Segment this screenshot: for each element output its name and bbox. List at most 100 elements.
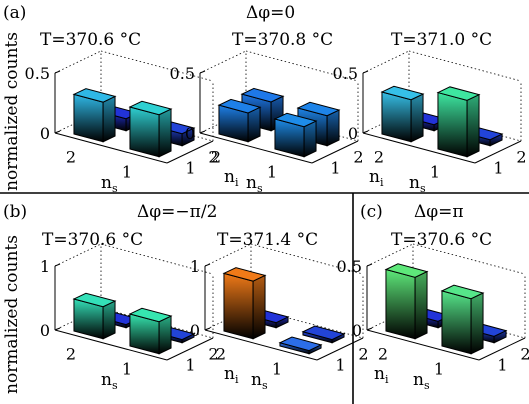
grid-line [100,243,214,275]
bar-top-face [217,98,262,114]
bar-front-face [385,268,416,340]
ylabel: ni [369,167,384,189]
x-tick-label: 1 [434,360,444,379]
z-tick [204,263,211,267]
subplot-title: T=370.8 °C [232,30,333,50]
z-tick-label: 0 [40,124,50,143]
bar-side-face [102,95,116,143]
bar-top-face [384,263,429,278]
panel-b-heading: Δφ=−π/2 [137,202,217,222]
bar [301,325,346,344]
bar [128,307,173,355]
bar-top-face [128,100,173,116]
xlabel-sub: s [112,379,118,392]
bar-front-face [223,272,254,340]
grid-line [54,243,102,267]
subplot-title: T=370.6 °C [42,230,143,250]
z-tick-label: 1 [190,257,200,276]
z-tick-label: 0 [190,321,200,340]
bar-top-face [273,112,318,128]
grid-line [100,50,214,82]
subplot-title: T=370.6 °C [40,30,141,50]
y-tick-label: 1 [335,356,345,375]
bar-top-face [278,336,323,352]
ylabel-top: normalized counts [2,32,22,191]
axis-ni [166,337,214,361]
z-tick [54,130,61,134]
panel-a-heading: Δφ=0 [246,3,295,23]
axis-ns [54,329,168,361]
bar-front-face [441,290,472,355]
axis-ni [316,337,364,361]
z-tick [199,70,206,74]
grid-line [366,243,414,267]
y-tick-label: 1 [497,356,507,375]
axis-ns [199,132,313,164]
z-tick [362,130,369,134]
axis-ns [366,329,480,361]
bar [273,112,318,158]
xlabel-sub: s [257,182,263,195]
xlabel: ns [246,173,263,195]
bar-side-face [414,270,428,340]
z-tick-label: 0 [40,321,50,340]
xlabel: ns [409,173,426,195]
bar [128,100,173,158]
z-tick-label: 0.5 [333,64,358,83]
ylabel-sub: i [385,373,389,386]
x-tick-label: 1 [272,360,282,379]
x-tick-label: 2 [66,345,76,364]
bar-top-face [240,87,285,103]
x-tick-label: 2 [66,148,76,167]
bar-top-face [72,88,117,103]
x-tick-label: 2 [378,345,388,364]
bar-top-face [301,325,346,341]
z-tick-label: 0 [185,124,195,143]
grid-line [199,50,247,74]
z-tick [366,327,373,331]
xlabel: ns [413,370,430,392]
grid-line [100,307,214,339]
x-tick-label: 1 [430,163,440,182]
bar [217,98,262,143]
xlabel: ns [101,173,118,195]
y-tick-label: 2 [208,148,218,167]
y-tick-label: 1 [330,159,340,178]
bar-side-face [158,315,172,355]
axis-ni [311,140,359,164]
grid-line [204,243,252,267]
y-tick-label: 1 [493,159,503,178]
subplot-title: T=371.4 °C [217,230,318,250]
xlabel-sub: s [420,182,426,195]
ylabel-sub: i [235,176,239,189]
bar-side-face [466,93,480,158]
bar-side-face [102,300,116,340]
panel-b-letter: (b) [3,202,27,222]
bar-top-face [440,284,485,300]
bar-front-face [381,91,412,143]
z-tick [54,70,61,74]
panel-c-letter: (c) [360,202,383,222]
grid-line [412,243,526,275]
subplot-title: T=370.6 °C [391,230,492,250]
x-tick-label: 2 [374,148,384,167]
z-tick-label: 1 [40,257,50,276]
panel-c-heading: Δφ=π [414,202,464,222]
bar-side-face [410,93,424,143]
bar [72,292,117,340]
y-tick-label: 1 [185,159,195,178]
x-tick-label: 2 [216,345,226,364]
grid-line [408,50,522,82]
bar-top-face [72,292,117,308]
bar-side-face [252,274,266,340]
grid-line [250,243,364,275]
x-tick-label: 2 [211,148,221,167]
bar-top-face [436,86,481,101]
z-tick-label: 0 [348,124,358,143]
z-tick-label: 0.5 [25,64,50,83]
